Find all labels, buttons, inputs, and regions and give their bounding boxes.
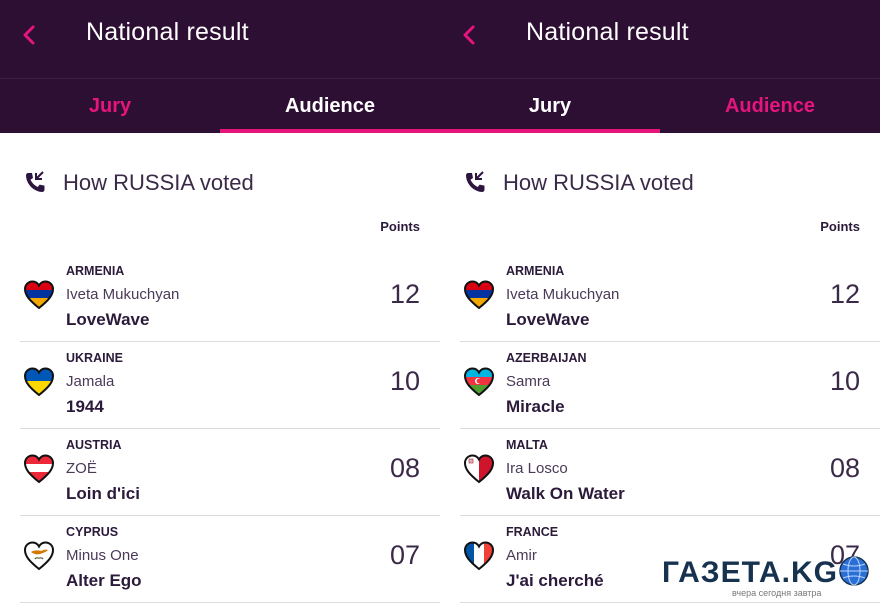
points-value: 08 [389,453,420,483]
page-title: National result [526,18,689,46]
country-name: ARMENIA [66,264,125,278]
heading-text: How RUSSIA voted [63,170,254,195]
top-bar: National result [440,0,880,78]
watermark-tagline: вчера сегодня завтра [732,588,822,598]
song-title: Miracle [506,397,565,416]
tab-audience[interactable]: Audience [724,95,816,117]
list-item[interactable]: CYPRUS Minus One Alter Ego 07 [20,516,440,603]
back-button[interactable] [458,20,482,50]
list-item[interactable]: MALTA Ira Losco Walk On Water 08 [460,429,880,516]
list-item[interactable]: AUSTRIA ZOË Loin d'ici 08 [20,429,440,516]
artist-name: Jamala [66,373,115,390]
panel-left: National result Jury Audience How RUSSIA… [0,0,440,605]
points-column-header: Points [380,219,420,234]
back-button[interactable] [18,20,42,50]
list-item[interactable]: AZERBAIJAN Samra Miracle 10 [460,342,880,429]
austria-heart-flag-icon [23,454,55,484]
phone-icon [466,171,485,192]
song-title: J'ai cherché [506,571,604,590]
country-name: ARMENIA [506,264,565,278]
points-value: 12 [389,279,420,309]
country-name: AUSTRIA [66,438,122,452]
heading-text: How RUSSIA voted [503,170,694,195]
section-heading: How RUSSIA voted [22,168,254,198]
azerbaijan-heart-flag-icon [463,367,495,397]
country-name: MALTA [506,438,548,452]
country-name: FRANCE [506,525,559,539]
artist-name: Iveta Mukuchyan [506,286,620,303]
globe-icon [839,556,869,586]
artist-name: Samra [506,373,551,390]
points-value: 07 [389,540,420,570]
list-item[interactable]: ARMENIA Iveta Mukuchyan LoveWave 12 [460,255,880,342]
country-name: UKRAINE [66,351,123,365]
points-value: 10 [829,366,860,396]
france-heart-flag-icon [463,541,495,571]
artist-name: Iveta Mukuchyan [66,286,180,303]
watermark-logo: ГАЗЕТА.KG вчера сегодня завтра [662,553,876,601]
active-tab-indicator [220,129,440,133]
tab-bar: Jury Audience [0,78,440,133]
song-title: 1944 [66,397,104,416]
artist-name: ZOË [66,460,97,477]
cyprus-heart-flag-icon [23,541,55,571]
song-title: Alter Ego [66,571,142,590]
armenia-heart-flag-icon [23,280,55,310]
song-title: Loin d'ici [66,484,140,503]
points-value: 10 [389,366,420,396]
active-tab-indicator [440,129,660,133]
tab-jury[interactable]: Jury [88,95,132,117]
phone-icon [26,171,45,192]
top-bar: National result [0,0,440,78]
country-name: AZERBAIJAN [506,351,587,365]
section-heading: How RUSSIA voted [462,168,694,198]
tab-bar: Jury Audience [440,78,880,133]
chevron-left-icon [463,25,475,45]
watermark-text: ГАЗЕТА.KG [662,556,839,589]
tab-audience[interactable]: Audience [284,95,376,117]
artist-name: Ira Losco [506,460,568,477]
chevron-left-icon [23,25,35,45]
artist-name: Amir [506,547,537,564]
list-item[interactable]: UKRAINE Jamala 1944 10 [20,342,440,429]
song-title: Walk On Water [506,484,625,503]
points-value: 08 [829,453,860,483]
list-item[interactable]: FRANCE Amir J'ai cherché 07 [460,516,880,603]
page-title: National result [86,18,249,46]
panel-right: National result Jury Audience How RUSSIA… [440,0,880,605]
song-title: LoveWave [66,310,150,329]
ukraine-heart-flag-icon [23,367,55,397]
list-item[interactable]: ARMENIA Iveta Mukuchyan LoveWave 12 [20,255,440,342]
country-name: CYPRUS [66,525,119,539]
armenia-heart-flag-icon [463,280,495,310]
malta-heart-flag-icon [463,454,495,484]
points-value: 12 [829,279,860,309]
song-title: LoveWave [506,310,590,329]
artist-name: Minus One [66,547,139,564]
points-column-header: Points [820,219,860,234]
tab-jury[interactable]: Jury [528,95,572,117]
